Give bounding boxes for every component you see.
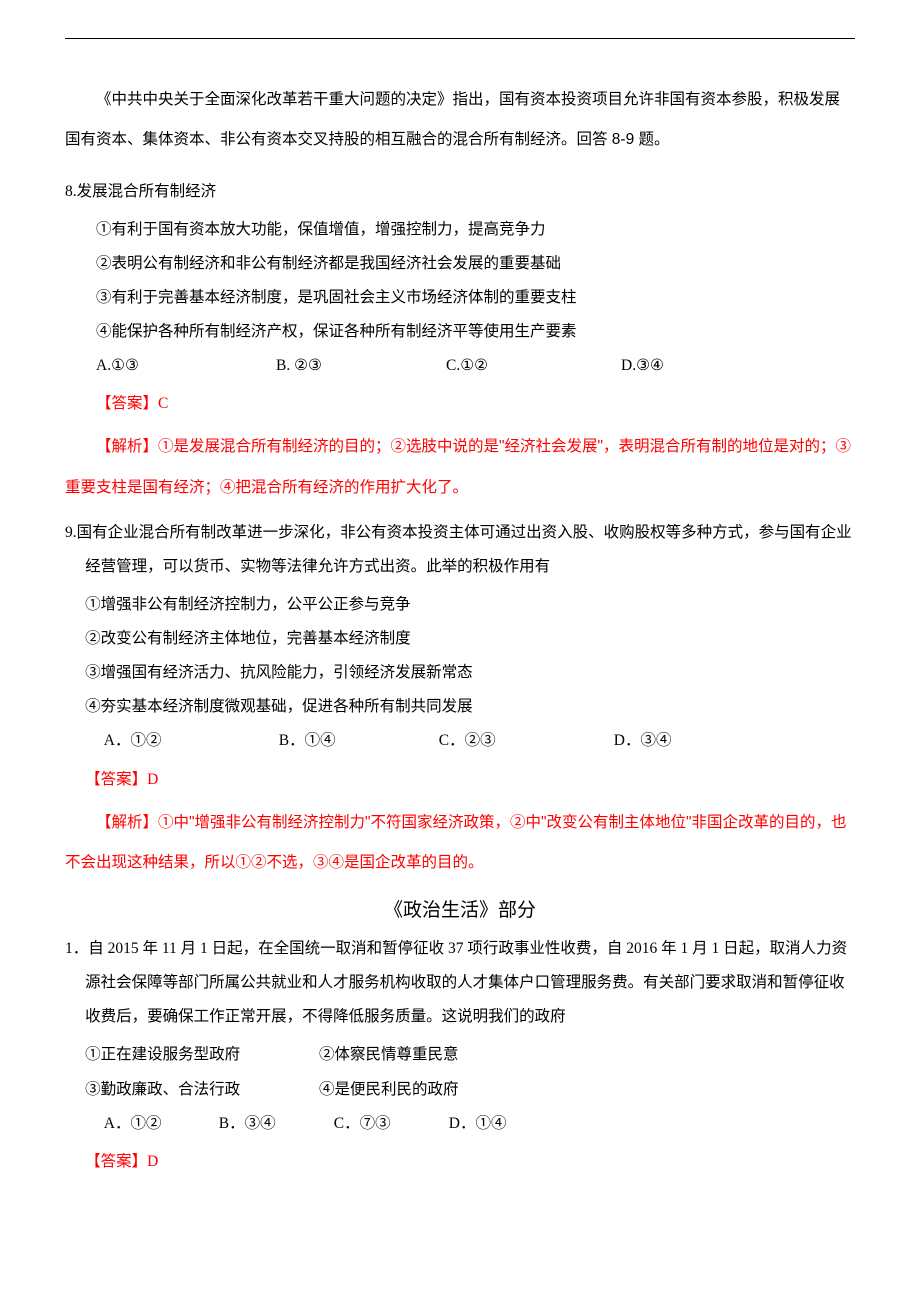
q1-stem-text: 1．自 2015 年 11 月 1 日起，在全国统一取消和暂停征收 37 项行政… (65, 932, 855, 1034)
intro-paragraph: 《中共中央关于全面深化改革若干重大问题的决定》指出，国有资本投资项目允许非国有资… (65, 80, 855, 161)
document-content: 《中共中央关于全面深化改革若干重大问题的决定》指出，国有资本投资项目允许非国有资… (65, 80, 855, 1179)
q9-analysis: 【解析】①中"增强非公有制经济控制力"不符国家经济政策，②中"改变公有制主体地位… (65, 803, 855, 884)
q9-statement-2: ②改变公有制经济主体地位，完善基本经济制度 (65, 622, 855, 656)
q1-statements-row2: ③勤政廉政、合法行政 ④是便民利民的政府 (65, 1073, 855, 1107)
q8-statement-4: ④能保护各种所有制经济产权，保证各种所有制经济平等使用生产要素 (65, 315, 855, 349)
q1-option-b: B．③④ (219, 1107, 334, 1141)
q1-option-d: D．①④ (449, 1107, 507, 1141)
q8-option-b: B. ②③ (276, 349, 446, 383)
q1-statement-4: ④是便民利民的政府 (319, 1081, 459, 1098)
q9-stem: 9.国有企业混合所有制改革进一步深化，非公有资本投资主体可通过出资入股、收购股权… (65, 516, 855, 584)
q8-option-a: A.①③ (96, 349, 276, 383)
q9-option-b: B．①④ (279, 724, 439, 758)
q8-answer: 【答案】C (65, 387, 855, 421)
q8-option-c: C.①② (446, 349, 621, 383)
q9-option-d: D．③④ (614, 724, 672, 758)
q1-option-c: C．⑦③ (334, 1107, 449, 1141)
q8-stem: 8.发展混合所有制经济 (65, 175, 855, 209)
q9-statement-1: ①增强非公有制经济控制力，公平公正参与竞争 (65, 588, 855, 622)
q8-options: A.①③ B. ②③ C.①② D.③④ (65, 349, 855, 383)
q1-statement-2: ②体察民情尊重民意 (319, 1046, 459, 1063)
q1-statement-3: ③勤政廉政、合法行政 (85, 1073, 315, 1107)
q8-statement-1: ①有利于国有资本放大功能，保值增值，增强控制力，提高竞争力 (65, 213, 855, 247)
q9-option-a: A．①② (104, 724, 279, 758)
q1-stem: 1．自 2015 年 11 月 1 日起，在全国统一取消和暂停征收 37 项行政… (65, 932, 855, 1034)
q1-option-a: A．①② (104, 1107, 219, 1141)
q8-analysis: 【解析】①是发展混合所有制经济的目的；②选肢中说的是"经济社会发展"，表明混合所… (65, 427, 855, 508)
q9-options: A．①② B．①④ C．②③ D．③④ (65, 724, 855, 758)
q8-option-d: D.③④ (621, 349, 664, 383)
q9-stem-text: 9.国有企业混合所有制改革进一步深化，非公有资本投资主体可通过出资入股、收购股权… (65, 516, 855, 584)
q9-answer: 【答案】D (65, 763, 855, 797)
q1-statement-1: ①正在建设服务型政府 (85, 1038, 315, 1072)
q1-options: A．①② B．③④ C．⑦③ D．①④ (65, 1107, 855, 1141)
page-top-divider (65, 38, 855, 39)
q9-option-c: C．②③ (439, 724, 614, 758)
section-title: 《政治生活》部分 (65, 895, 855, 922)
q1-statements-row1: ①正在建设服务型政府 ②体察民情尊重民意 (65, 1038, 855, 1072)
q8-statement-3: ③有利于完善基本经济制度，是巩固社会主义市场经济体制的重要支柱 (65, 281, 855, 315)
q9-statement-4: ④夯实基本经济制度微观基础，促进各种所有制共同发展 (65, 690, 855, 724)
q9-statement-3: ③增强国有经济活力、抗风险能力，引领经济发展新常态 (65, 656, 855, 690)
q8-statement-2: ②表明公有制经济和非公有制经济都是我国经济社会发展的重要基础 (65, 247, 855, 281)
q1-answer: 【答案】D (65, 1145, 855, 1179)
